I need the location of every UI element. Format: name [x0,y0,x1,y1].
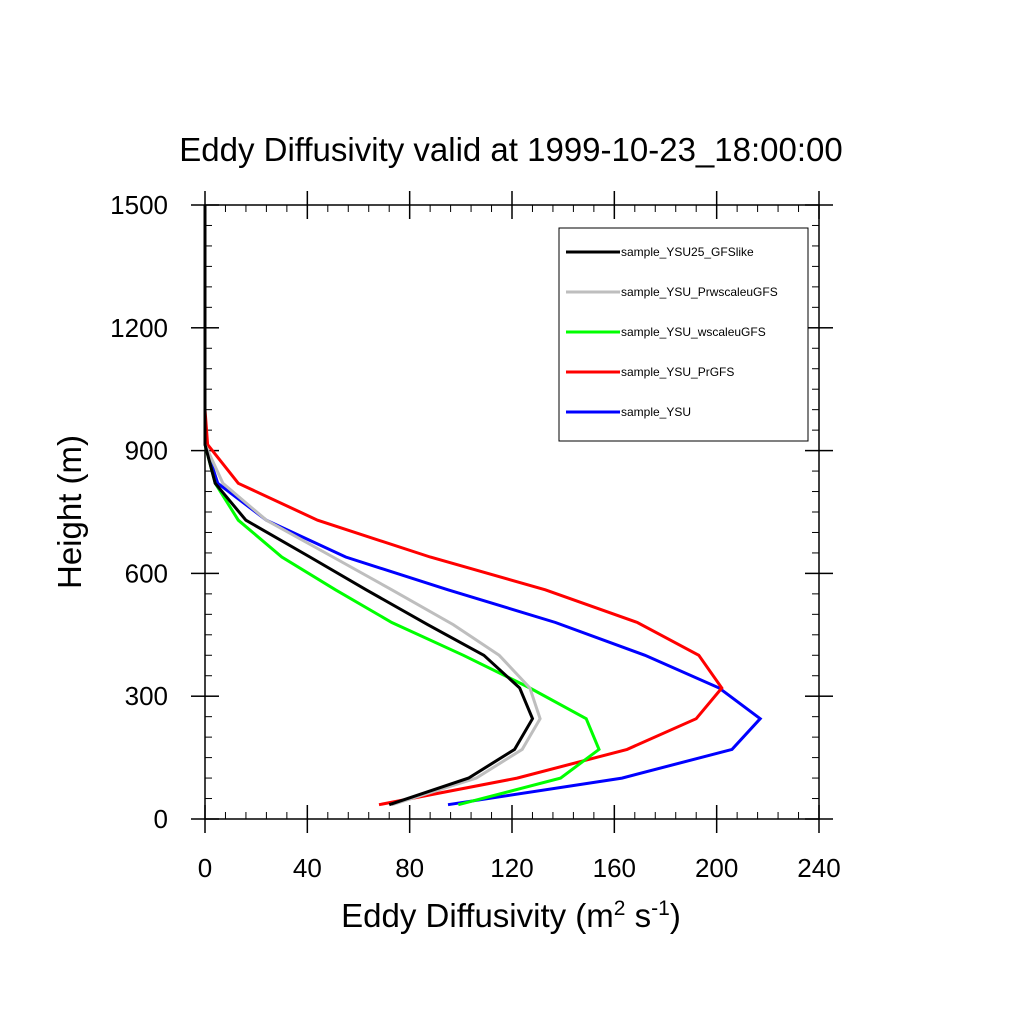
legend-box [558,227,809,442]
y-tick-label: 900 [125,436,168,466]
legend-label: sample_YSU25_GFSlike [621,245,754,259]
legend-label: sample_YSU [621,405,691,419]
y-tick-labels: 0 300 600 900 1200 1500 [110,190,168,834]
x-tick-labels: 0 40 80 120 160 200 240 [198,853,841,883]
x-tick-label: 200 [695,853,738,883]
x-tick-label: 0 [198,853,212,883]
x-axis-label-sup1: 2 [614,897,626,920]
legend-label: sample_YSU_wscaleuGFS [621,325,766,339]
y-tick-label: 0 [154,804,168,834]
x-tick-label: 160 [593,853,636,883]
chart-title: Eddy Diffusivity valid at 1999-10-23_18:… [179,131,842,168]
y-axis-label: Height (m) [51,435,88,589]
x-axis-label-end: ) [670,897,681,934]
x-tick-label: 120 [490,853,533,883]
y-tick-label: 300 [125,681,168,711]
legend-items: sample_YSU25_GFSlike sample_YSU_Prwscaleu… [566,245,778,419]
major-ticks [191,191,833,833]
series-lines [203,205,763,807]
x-axis-label-sup2: -1 [651,897,670,920]
legend-label: sample_YSU_PrGFS [621,365,734,379]
y-tick-label: 1500 [110,190,168,220]
series-line [203,205,542,807]
x-tick-label: 40 [293,853,322,883]
y-tick-label: 600 [125,558,168,588]
x-axis-label-mid: s [625,897,651,934]
series-line [203,205,535,807]
legend-label: sample_YSU_PrwscaleuGFS [621,285,778,299]
y-tick-label: 1200 [110,313,168,343]
x-axis-label: Eddy Diffusivity (m2 s-1) [341,897,681,934]
x-tick-label: 240 [797,853,840,883]
legend: sample_YSU25_GFSlike sample_YSU_Prwscaleu… [558,227,809,442]
x-tick-label: 80 [395,853,424,883]
